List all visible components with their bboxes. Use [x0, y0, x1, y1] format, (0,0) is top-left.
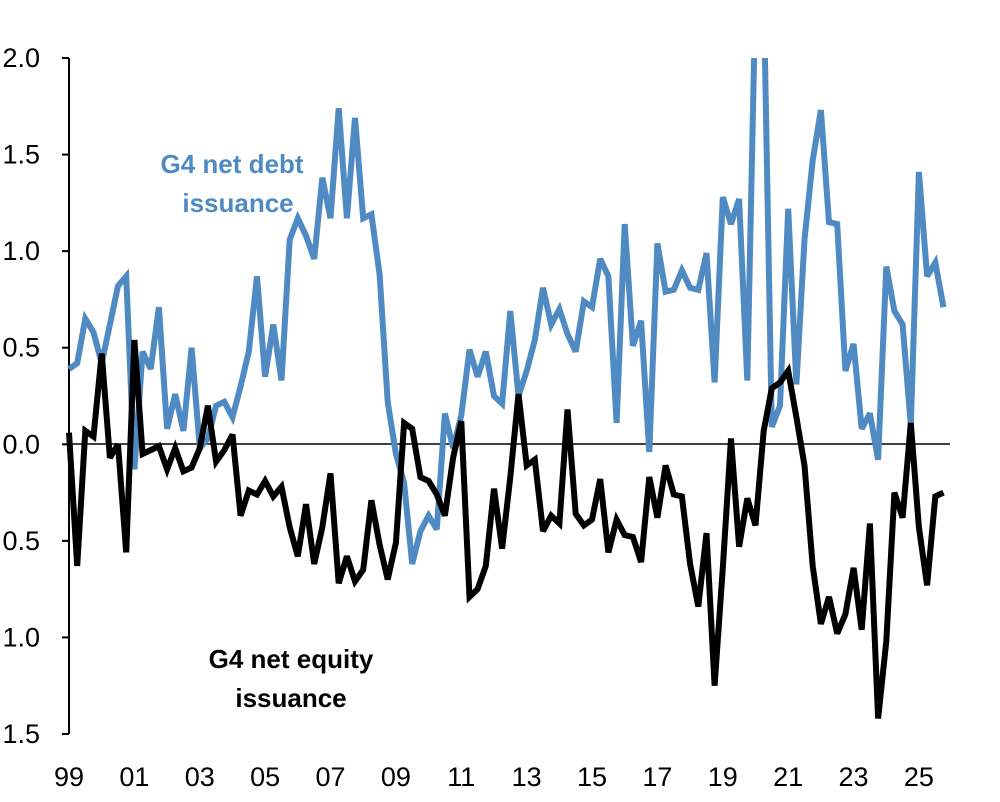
x-axis-ticks: 99 01 03 05 07 09 11 13 15 17 19 21 23 25: [54, 762, 934, 792]
x-tick-label: 21: [773, 762, 803, 792]
x-tick-label: 01: [119, 762, 149, 792]
x-tick-label: 23: [839, 762, 869, 792]
x-tick-label: 99: [54, 762, 84, 792]
y-tick-label: 1.0: [2, 236, 40, 266]
x-tick-label: 07: [315, 762, 345, 792]
series-line-debt: [67, 58, 947, 565]
x-tick-label: 05: [250, 762, 280, 792]
y-axis-ticks: 2.0 1.5 1.0 0.5 0.0 0.5 1.0 1.5: [2, 43, 69, 749]
series-line-equity: [66, 339, 945, 719]
equity-series-label-line-1: G4 net equity: [209, 644, 374, 674]
debt-series-label-line-2: issuance: [182, 188, 293, 218]
equity-series-label-line-2: issuance: [235, 683, 346, 713]
y-tick-label: 0.5: [2, 333, 40, 363]
x-tick-label: 11: [447, 762, 475, 792]
x-tick-label: 15: [577, 762, 607, 792]
x-tick-label: 17: [642, 762, 672, 792]
y-tick-label: 0.5: [2, 526, 40, 556]
y-tick-label: 1.0: [2, 622, 40, 652]
x-tick-label: 25: [904, 762, 934, 792]
y-tick-label: 1.5: [2, 140, 40, 170]
y-tick-label: 0.0: [2, 429, 40, 459]
y-tick-label: 1.5: [2, 719, 40, 749]
x-tick-label: 19: [708, 762, 738, 792]
series-layer: [66, 58, 947, 719]
y-tick-label: 2.0: [2, 43, 40, 73]
x-tick-label: 13: [512, 762, 542, 792]
x-tick-label: 09: [381, 762, 411, 792]
x-tick-label: 03: [185, 762, 215, 792]
debt-series-label-line-1: G4 net debt: [160, 149, 303, 179]
